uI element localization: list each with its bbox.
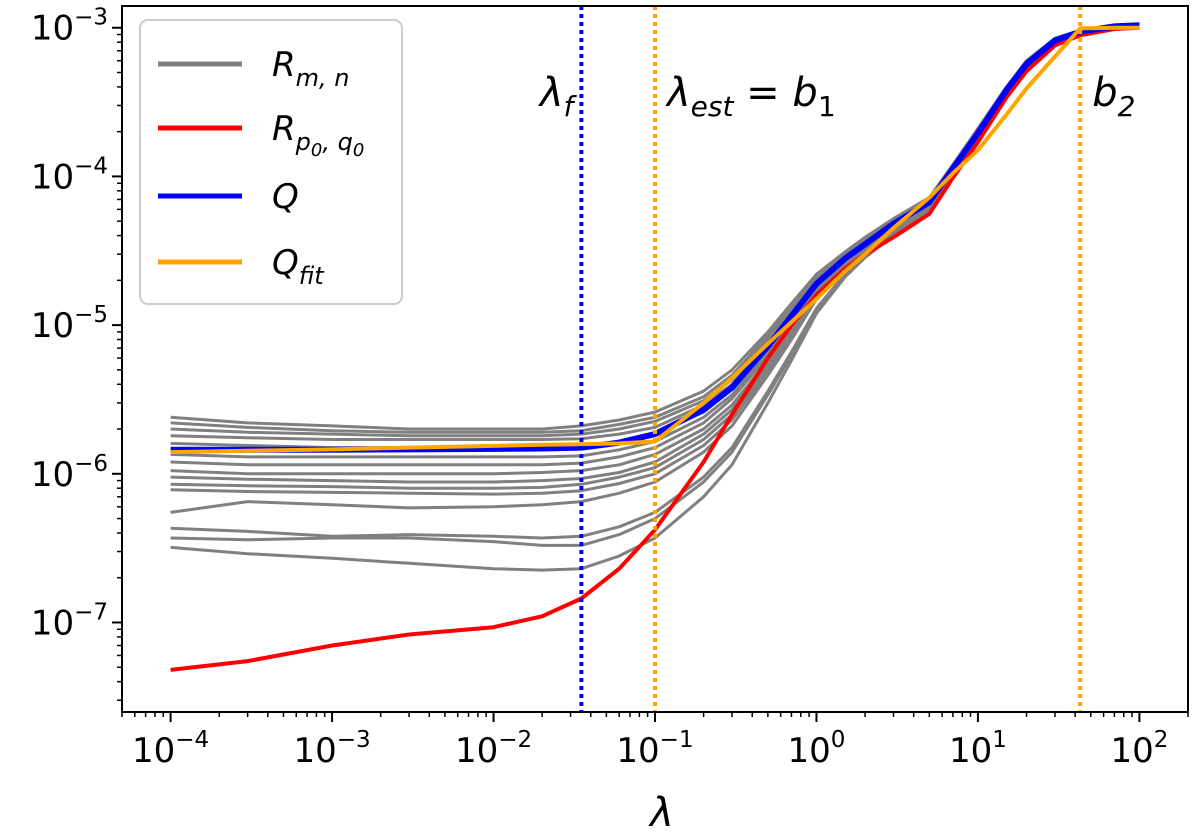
vline-layer [579, 6, 1083, 712]
annot-layer: λf λest = b1 b2 [538, 70, 1136, 123]
legend-label-2: Q [272, 177, 299, 217]
x-tick-label-5: 101 [949, 727, 1007, 771]
series-line-Q [170, 22, 1140, 453]
vline-label-0: λf [538, 70, 578, 123]
legend-label-0: Rm, n [272, 45, 349, 92]
x-tick-label-2: 10−2 [455, 727, 532, 771]
legend-label-3: Qfit [272, 243, 325, 290]
y-tick-label-2: 10−5 [31, 302, 108, 346]
series-layer [170, 22, 1140, 672]
x-axis-label: λ [648, 790, 674, 836]
vline-label-1: λest = b1 [665, 70, 836, 123]
legend: Rm, n Rp0, q0 Q Qfit [139, 19, 403, 305]
y-tick-label-3: 10−4 [31, 153, 108, 197]
y-tick-label-4: 10−3 [31, 5, 108, 49]
legend-label-1: Rp0, q0 [272, 109, 364, 161]
legend-frame [139, 19, 403, 305]
x-tick-label-1: 10−3 [293, 727, 370, 771]
x-tick-label-0: 10−4 [132, 727, 209, 771]
x-tick-label-3: 10−1 [616, 727, 693, 771]
ticks-layer: 10−4 10−3 10−2 10−1 100 101 102 10−7 10−6 10−5 10−… [31, 5, 1189, 771]
x-tick-label-4: 100 [788, 727, 846, 771]
x-tick-label-6: 102 [1110, 727, 1168, 771]
vline-label-2: b2 [1092, 70, 1135, 123]
series-line-Q_fit [170, 25, 1140, 455]
y-tick-label-0: 10−7 [31, 599, 108, 643]
y-tick-label-1: 10−6 [31, 451, 108, 495]
